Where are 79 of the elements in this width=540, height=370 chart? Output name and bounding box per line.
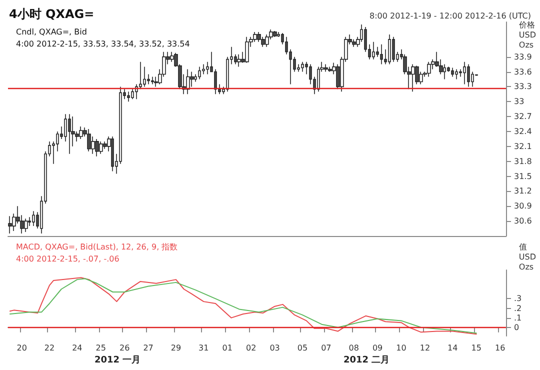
candlestick bbox=[380, 44, 383, 65]
y-tick-label: 33 bbox=[514, 97, 524, 106]
text: 2012 二月 bbox=[343, 354, 390, 366]
candlestick bbox=[87, 128, 91, 152]
candlestick bbox=[127, 91, 130, 102]
y-tick-label: 31.2 bbox=[514, 186, 532, 196]
y-tick-label: 30.9 bbox=[514, 202, 532, 211]
x-tick-label: 14 bbox=[448, 344, 458, 352]
candlestick bbox=[392, 36, 395, 62]
y-tick-label: .2 bbox=[514, 304, 522, 313]
candlestick bbox=[273, 30, 277, 38]
x-tick-label: 26 bbox=[120, 344, 130, 352]
x-tick-label: 20 bbox=[16, 344, 27, 352]
y-tick-label: 33.6 bbox=[514, 67, 532, 76]
y-tick-label: 0 bbox=[514, 322, 520, 332]
y-tick-label: 32.4 bbox=[514, 126, 532, 136]
x-tick-label: 25 bbox=[96, 344, 106, 352]
x-tick-label: 10 bbox=[396, 344, 406, 352]
candlestick bbox=[95, 138, 99, 157]
candlestick bbox=[372, 42, 375, 60]
candlestick bbox=[111, 136, 114, 172]
annotation: Cndl, QXAG=, Bid bbox=[16, 28, 87, 36]
y-tick-label: .3 bbox=[514, 294, 522, 304]
candlestick bbox=[143, 66, 146, 88]
candlestick bbox=[8, 216, 12, 234]
x-tick-label: 09 bbox=[372, 344, 383, 352]
candlestick bbox=[24, 218, 28, 232]
candlestick bbox=[317, 66, 320, 92]
x-tick-label: 12 bbox=[420, 344, 430, 352]
candlestick bbox=[324, 64, 328, 72]
candlestick bbox=[99, 141, 103, 154]
x-tick-label: 05 bbox=[297, 344, 308, 352]
chart-title: 4小时 QXAG= bbox=[9, 7, 94, 21]
chart-subtitle: 8:00 2012-1-19 - 12:00 2012-2-16 (UTC) bbox=[369, 12, 532, 20]
candlestick bbox=[79, 126, 83, 140]
text: 2012 一月 bbox=[94, 354, 141, 366]
candlestick bbox=[411, 64, 415, 92]
y-tick-label: 32.7 bbox=[514, 112, 532, 122]
x-tick-label: 07 bbox=[321, 344, 332, 352]
y-tick-label: 30.6 bbox=[514, 216, 532, 226]
y-tick-label: 31.8 bbox=[514, 156, 532, 166]
x-tick-label: 16 bbox=[494, 344, 506, 352]
candlestick bbox=[388, 34, 391, 65]
candlestick bbox=[237, 54, 241, 68]
candlestick bbox=[68, 114, 71, 154]
x-tick-label: 08 bbox=[348, 344, 359, 352]
x-tick-label: 29 bbox=[170, 344, 182, 352]
x-tick-label: 01 bbox=[222, 344, 232, 352]
x-tick-label: 27 bbox=[143, 344, 154, 352]
candlestick bbox=[328, 66, 332, 72]
x-tick-label: 22 bbox=[44, 344, 55, 352]
annotation: 4:00 2012-2-15, 33.53, 33.54, 33.52, 33.54 bbox=[16, 40, 190, 48]
candlestick bbox=[301, 61, 304, 72]
candlestick bbox=[467, 64, 470, 88]
candlestick bbox=[198, 66, 201, 80]
candlestick bbox=[427, 61, 431, 78]
candlestick bbox=[455, 68, 458, 80]
y-tick-label: .1 bbox=[514, 313, 522, 322]
y-tick-label: 31.5 bbox=[514, 172, 532, 181]
text: MACD, QXAG=, Bid(Last), 12, 26, 9, 指数 bbox=[16, 242, 178, 252]
y-tick-label: 32.1 bbox=[514, 142, 532, 151]
y-tick-label: 33.9 bbox=[514, 52, 532, 62]
candlestick bbox=[451, 67, 454, 78]
y-axis-title: 价格 USD Ozs bbox=[518, 20, 536, 50]
candlestick bbox=[202, 64, 205, 75]
y-axis-title: 值 USD Ozs bbox=[518, 242, 536, 272]
candlestick bbox=[151, 76, 154, 85]
y-tick-label: 33.3 bbox=[514, 82, 532, 92]
candlestick bbox=[443, 64, 446, 80]
candlestick bbox=[245, 36, 249, 64]
x-tick-label: 03 bbox=[270, 344, 280, 352]
x-tick-label: 15 bbox=[471, 344, 482, 352]
x-tick-label: 02 bbox=[246, 344, 256, 352]
candlestick bbox=[32, 210, 35, 226]
x-tick-label: 24 bbox=[72, 344, 82, 352]
candlestick bbox=[186, 68, 190, 95]
candlestick bbox=[463, 61, 466, 85]
x-tick-label: 31 bbox=[198, 344, 209, 352]
text: 4:00 2012-2-15, -.07, -.06 bbox=[16, 254, 120, 264]
